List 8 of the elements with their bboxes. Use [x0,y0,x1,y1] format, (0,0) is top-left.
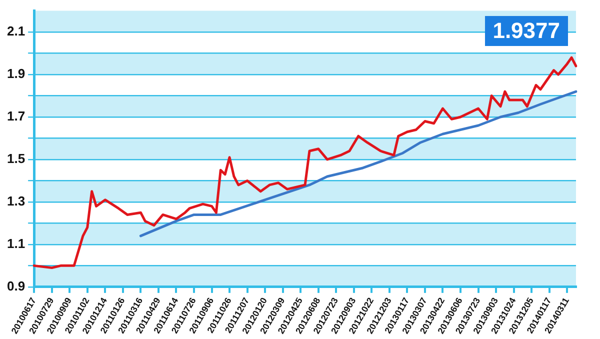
y-tick-label: 1.9 [6,66,26,82]
annotation: 1.9377 [484,16,568,46]
y-tick-label: 0.9 [6,278,26,294]
y-tick-label: 1.7 [6,108,26,124]
y-tick-label: 1.3 [6,194,26,209]
y-tick-label: 2.1 [6,24,26,39]
y-tick-label: 1.5 [6,151,26,166]
y-tick-label: 1.1 [6,236,26,252]
